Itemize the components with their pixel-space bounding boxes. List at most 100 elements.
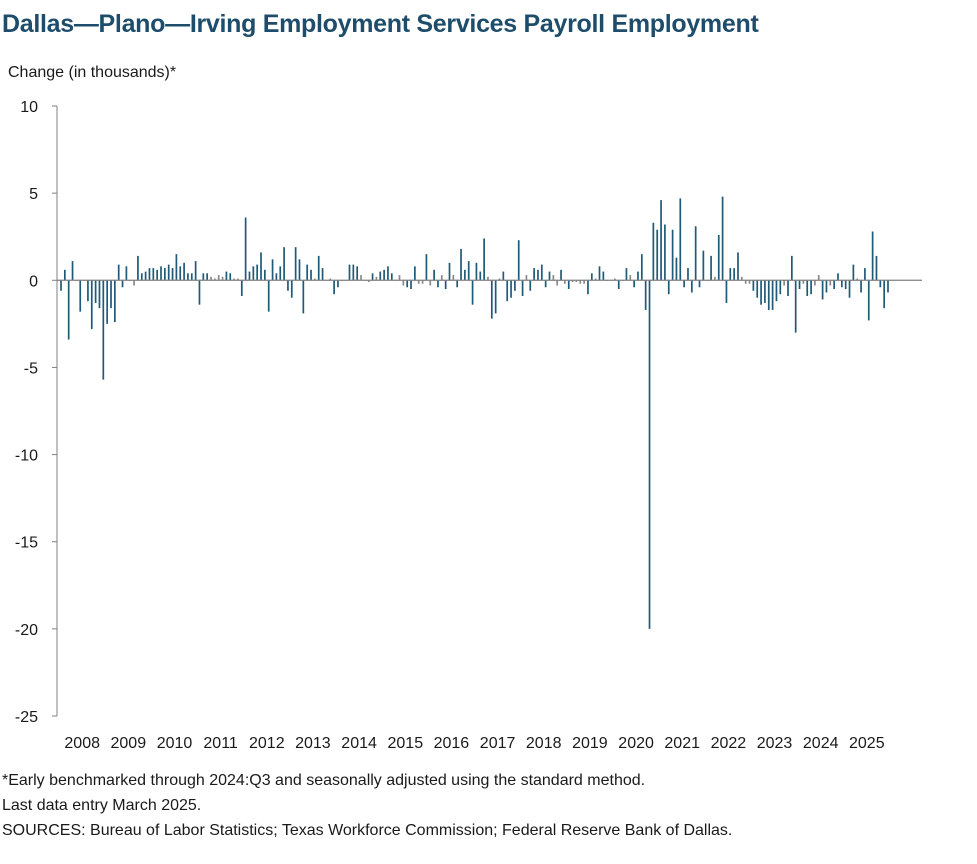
data-bar bbox=[656, 229, 659, 281]
data-bar bbox=[271, 259, 274, 281]
data-bar bbox=[867, 280, 870, 321]
data-bar bbox=[287, 280, 289, 291]
data-bar bbox=[214, 278, 216, 281]
data-bar bbox=[725, 280, 728, 303]
x-tick-label: 2016 bbox=[434, 735, 470, 752]
data-bar bbox=[479, 271, 482, 281]
data-bar bbox=[425, 254, 428, 281]
data-bar bbox=[552, 275, 555, 281]
data-bar bbox=[148, 268, 151, 281]
data-bar bbox=[487, 276, 489, 281]
chart-title: Dallas—Plano—Irving Employment Services … bbox=[2, 10, 759, 38]
data-bar bbox=[844, 280, 847, 289]
data-bar bbox=[690, 280, 693, 293]
data-bar bbox=[833, 280, 835, 289]
data-bar bbox=[337, 280, 339, 288]
data-bar bbox=[283, 247, 285, 281]
data-bar bbox=[821, 280, 824, 300]
data-bar bbox=[67, 280, 70, 340]
data-bar bbox=[671, 229, 674, 281]
benchmark-note: *Early benchmarked through 2024:Q3 and s… bbox=[2, 772, 646, 789]
data-bar bbox=[790, 255, 793, 281]
data-bar bbox=[714, 276, 716, 281]
data-bar bbox=[110, 280, 112, 309]
data-bar bbox=[767, 280, 770, 310]
data-bar bbox=[464, 269, 466, 281]
data-bar bbox=[760, 280, 762, 305]
data-bar bbox=[752, 280, 755, 291]
x-tick-label: 2018 bbox=[526, 735, 562, 752]
data-bar bbox=[410, 280, 412, 289]
data-bar bbox=[702, 250, 705, 281]
data-bar bbox=[321, 268, 324, 281]
x-tick-label: 2008 bbox=[64, 735, 100, 752]
data-bar bbox=[429, 280, 432, 286]
data-bar bbox=[433, 269, 435, 281]
data-bar bbox=[856, 278, 859, 281]
data-bar bbox=[744, 280, 747, 284]
data-bar bbox=[883, 280, 885, 309]
data-bar bbox=[164, 268, 166, 281]
data-bar bbox=[398, 275, 401, 281]
data-bar bbox=[367, 280, 370, 283]
bar-series bbox=[60, 196, 889, 629]
data-bar bbox=[237, 278, 239, 281]
data-bar bbox=[448, 262, 451, 281]
data-bar bbox=[294, 247, 297, 281]
data-bar bbox=[98, 280, 101, 309]
data-bar bbox=[644, 280, 647, 310]
data-bar bbox=[514, 280, 516, 291]
data-bar bbox=[348, 264, 351, 281]
data-bar bbox=[710, 255, 712, 281]
data-bar bbox=[852, 264, 855, 281]
data-bar bbox=[521, 280, 524, 296]
data-bar bbox=[71, 261, 74, 281]
data-bar bbox=[579, 280, 582, 284]
data-bar bbox=[471, 280, 474, 305]
data-bar bbox=[748, 280, 751, 284]
data-bar bbox=[556, 280, 559, 286]
data-bar bbox=[829, 280, 832, 286]
data-bar bbox=[125, 266, 128, 281]
data-bar bbox=[814, 280, 816, 286]
data-bar bbox=[390, 273, 393, 281]
data-bar bbox=[417, 280, 420, 284]
data-bar bbox=[302, 280, 305, 314]
last-entry-note: Last data entry March 2025. bbox=[2, 797, 202, 814]
data-bar bbox=[179, 266, 182, 281]
data-bar bbox=[629, 275, 632, 281]
x-tick-label: 2019 bbox=[572, 735, 608, 752]
data-bar bbox=[60, 280, 62, 291]
data-bar bbox=[210, 276, 212, 281]
data-bar bbox=[537, 269, 539, 281]
data-bar bbox=[306, 264, 309, 281]
data-bar bbox=[279, 266, 282, 281]
data-bar bbox=[729, 268, 732, 281]
data-bar bbox=[152, 268, 155, 281]
data-bar bbox=[664, 224, 666, 281]
data-bar bbox=[310, 269, 312, 281]
x-tick-label: 2013 bbox=[295, 735, 331, 752]
data-bar bbox=[617, 280, 620, 289]
data-bar bbox=[264, 269, 266, 281]
data-bar bbox=[517, 240, 520, 281]
data-bar bbox=[140, 273, 143, 281]
data-bar bbox=[414, 266, 416, 281]
data-bar bbox=[575, 280, 578, 283]
data-bar bbox=[387, 266, 389, 281]
data-bar bbox=[625, 268, 628, 281]
data-bar bbox=[590, 273, 593, 281]
data-bar bbox=[64, 269, 66, 281]
data-bar bbox=[452, 275, 455, 281]
data-bar bbox=[317, 255, 320, 281]
data-bar bbox=[802, 280, 805, 284]
data-bar bbox=[675, 257, 678, 281]
data-bar bbox=[687, 268, 689, 281]
data-bar bbox=[90, 280, 93, 330]
y-axis-label: Change (in thousands)* bbox=[8, 64, 177, 81]
data-bar bbox=[383, 269, 385, 281]
data-bar bbox=[533, 268, 535, 281]
data-bar bbox=[798, 280, 801, 289]
data-bar bbox=[887, 280, 889, 293]
data-bar bbox=[406, 280, 409, 288]
